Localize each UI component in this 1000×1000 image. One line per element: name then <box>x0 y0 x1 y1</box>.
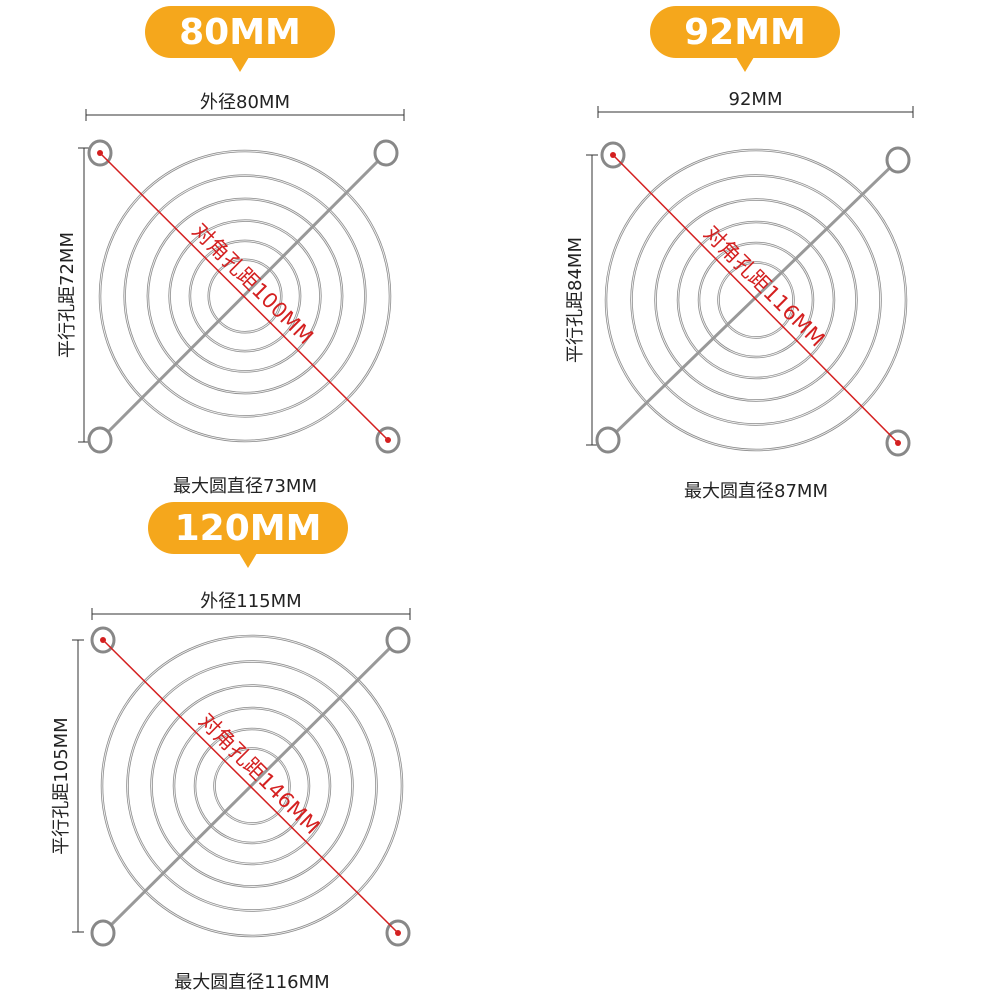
badge-pointer <box>736 57 754 72</box>
outer-label: 92MM <box>729 89 783 110</box>
mount-hole <box>87 426 113 454</box>
grill-ring-highlight <box>147 198 343 394</box>
circle-label: 最大圆直径87MM <box>684 481 828 502</box>
grill-ring-highlight <box>124 175 366 417</box>
parallel-label: 平行孔距84MM <box>565 237 586 363</box>
mount-hole <box>595 426 621 454</box>
size-badge: 120MM <box>148 502 348 568</box>
badge-bg <box>650 6 840 58</box>
mount-hole <box>885 146 911 174</box>
grill-ring-highlight <box>214 748 290 824</box>
badge-text: 80MM <box>179 12 301 53</box>
badge-text: 92MM <box>684 12 806 53</box>
grill-ring-highlight <box>101 635 403 937</box>
grill-ring-highlight <box>718 262 794 338</box>
grill-ring-highlight <box>151 685 353 887</box>
diagonal-line <box>99 152 389 441</box>
grill-ring-highlight <box>99 150 391 442</box>
badge-bg <box>148 502 348 554</box>
grill-ring-highlight <box>189 240 301 352</box>
size-badge: 92MM <box>650 6 840 72</box>
mount-hole <box>385 626 411 654</box>
outer-label: 外径115MM <box>200 591 301 612</box>
grill-ring-highlight <box>208 259 282 333</box>
parallel-label: 平行孔距72MM <box>57 232 78 358</box>
hole-dot <box>385 437 391 443</box>
hole-dot <box>895 440 901 446</box>
circle-label: 最大圆直径73MM <box>173 476 317 497</box>
grill-ring-highlight <box>173 707 331 865</box>
grill-ring-highlight <box>698 242 814 358</box>
badge-bg <box>145 6 335 58</box>
hole-dot <box>100 637 106 643</box>
diagonal-line <box>612 154 899 444</box>
hole-dot <box>395 930 401 936</box>
grill-ring-highlight <box>169 220 321 372</box>
outer-label: 外径80MM <box>200 92 290 113</box>
badge-text: 120MM <box>175 508 322 549</box>
diagonal-line <box>102 639 399 934</box>
hole-dot <box>97 150 103 156</box>
size-badge: 80MM <box>145 6 335 72</box>
grill-ring-highlight <box>194 728 310 844</box>
grill-ring-highlight <box>127 661 377 911</box>
mount-hole <box>373 139 399 167</box>
circle-label: 最大圆直径116MM <box>174 972 329 993</box>
grill-ring-highlight <box>631 175 881 425</box>
grill-ring-highlight <box>605 149 907 451</box>
grill-ring-highlight <box>677 221 835 379</box>
grill-strut <box>606 158 900 442</box>
hole-dot <box>610 152 616 158</box>
mount-hole <box>90 919 116 947</box>
grill-ring-highlight <box>655 199 857 401</box>
badge-pointer <box>239 553 257 568</box>
badge-pointer <box>231 57 249 72</box>
parallel-label: 平行孔距105MM <box>51 717 72 854</box>
